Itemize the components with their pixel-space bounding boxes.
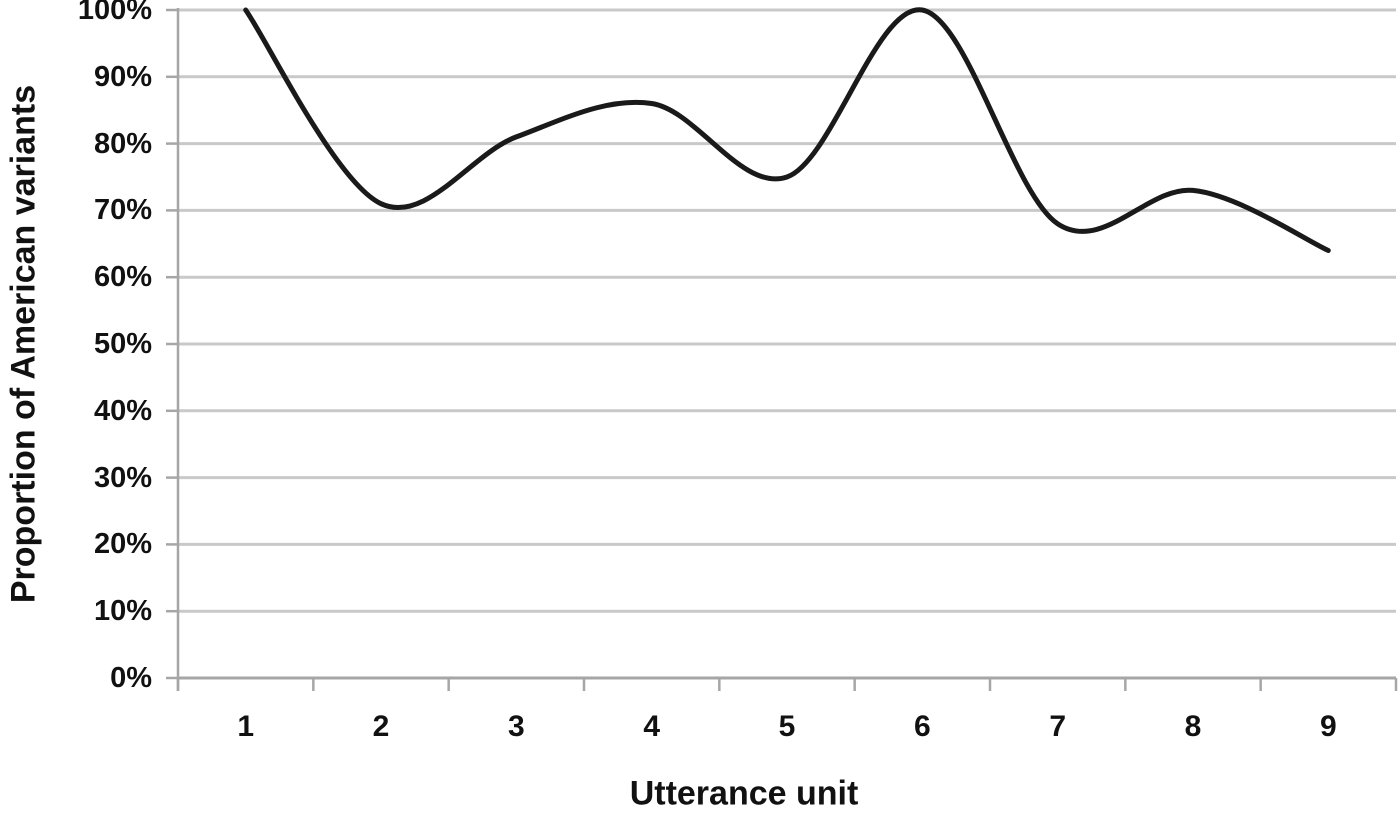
x-tick-label: 6: [913, 710, 931, 743]
y-tick-label: 70%: [93, 194, 152, 227]
x-tick-label: 1: [237, 710, 254, 743]
y-tick-label: 100%: [77, 0, 152, 26]
x-tick-label: 3: [507, 710, 525, 743]
y-tick-label: 20%: [93, 528, 152, 561]
x-axis-title: Utterance unit: [629, 774, 859, 813]
y-tick-label: 10%: [93, 595, 152, 628]
y-tick-label: 90%: [93, 60, 152, 93]
y-axis-title: Proportion of American variants: [4, 84, 43, 604]
x-tick-label: 2: [372, 710, 390, 743]
x-tick-label: 4: [643, 710, 660, 743]
x-tick-label: 7: [1049, 710, 1066, 743]
data-series-line: [243, 7, 1331, 253]
x-tick-label: 8: [1184, 710, 1202, 743]
y-tick-label: 60%: [93, 261, 152, 294]
y-tick-label: 50%: [93, 328, 152, 360]
y-tick-label: 0%: [110, 662, 152, 694]
y-tick-label: 40%: [93, 394, 152, 427]
y-tick-label: 30%: [93, 461, 152, 494]
x-tick-label: 9: [1319, 710, 1337, 743]
x-tick-label: 5: [778, 710, 796, 743]
y-tick-label: 80%: [93, 127, 152, 160]
